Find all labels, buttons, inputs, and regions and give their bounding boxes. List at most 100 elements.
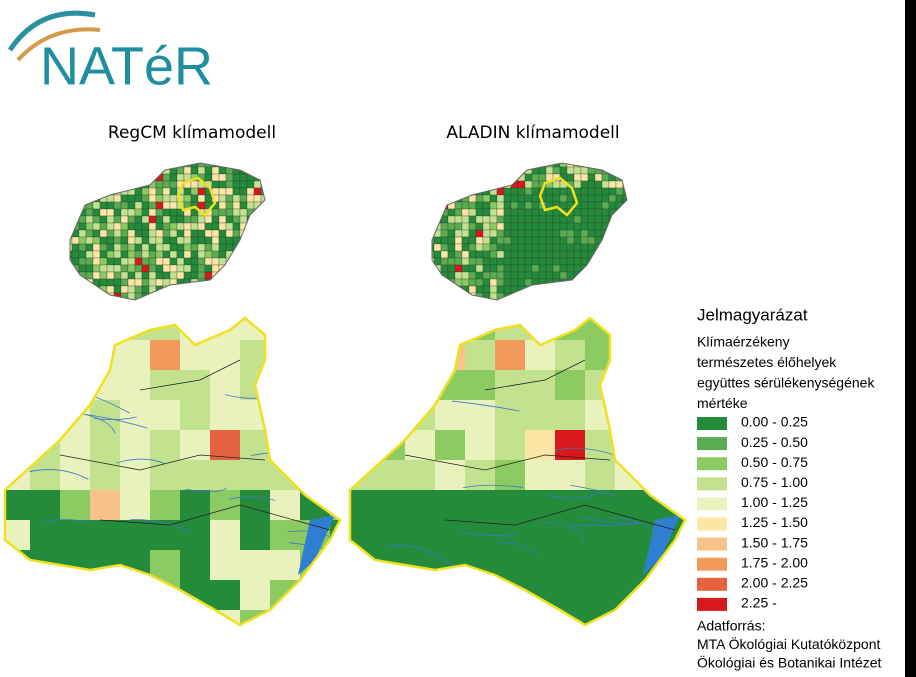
cell <box>113 264 122 273</box>
cell <box>496 187 505 196</box>
cell <box>432 208 435 217</box>
cell <box>270 400 300 430</box>
cell <box>239 264 248 273</box>
cell <box>71 250 80 259</box>
cell <box>268 237 275 244</box>
cell <box>134 208 143 217</box>
cell <box>70 173 73 182</box>
cell <box>461 292 470 300</box>
cell <box>120 208 129 217</box>
cell <box>127 208 136 217</box>
cell <box>608 180 617 189</box>
cell <box>71 208 80 217</box>
cell <box>225 271 234 280</box>
cell <box>461 187 470 196</box>
cell <box>197 285 206 294</box>
cell <box>585 400 615 430</box>
cell <box>204 229 213 238</box>
cell <box>232 264 241 273</box>
cell <box>232 194 241 203</box>
cell <box>180 460 210 490</box>
cell <box>608 222 617 231</box>
cell <box>594 278 603 287</box>
cell <box>141 187 150 196</box>
cell <box>106 201 115 210</box>
cell <box>211 250 220 259</box>
cell <box>204 215 213 224</box>
cell <box>510 163 519 168</box>
cell <box>608 229 617 238</box>
cell <box>176 271 185 280</box>
cell <box>622 215 627 224</box>
cell <box>176 299 185 300</box>
cell <box>113 285 122 294</box>
cell <box>468 278 477 287</box>
cell <box>465 340 495 370</box>
cell <box>232 278 241 287</box>
cell <box>573 285 582 294</box>
cell <box>559 285 568 294</box>
cell <box>204 292 213 300</box>
cell <box>433 278 442 287</box>
cell <box>375 460 405 490</box>
cell <box>218 257 227 266</box>
cell <box>405 340 435 370</box>
cell <box>566 236 575 245</box>
cell <box>524 299 533 300</box>
edge-bar <box>905 0 916 677</box>
cell <box>475 173 484 182</box>
cell <box>90 520 120 550</box>
legend-label: 1.75 - 2.00 <box>741 554 808 570</box>
cell <box>246 229 255 238</box>
cell <box>510 208 519 217</box>
cell <box>30 460 60 490</box>
cell <box>260 264 265 273</box>
cell <box>601 285 610 294</box>
cell <box>524 292 533 300</box>
cell <box>435 460 465 490</box>
cell <box>601 271 610 280</box>
cell <box>204 250 213 259</box>
cell <box>531 285 540 294</box>
cell <box>169 250 178 259</box>
cell <box>447 229 456 238</box>
cell <box>580 229 589 238</box>
cell <box>190 187 199 196</box>
cell <box>70 285 73 294</box>
cell <box>489 163 498 168</box>
cell <box>60 340 90 370</box>
cell <box>270 318 300 340</box>
cell <box>246 236 255 245</box>
cell <box>253 166 262 175</box>
cell <box>70 208 73 217</box>
cell <box>432 285 435 294</box>
cell <box>475 264 484 273</box>
cell <box>601 250 610 259</box>
cell <box>482 271 491 280</box>
cell <box>496 173 505 182</box>
cell <box>134 166 143 175</box>
cell <box>545 236 554 245</box>
cell <box>447 264 456 273</box>
cell <box>270 520 300 550</box>
cell <box>70 163 73 168</box>
river <box>571 523 639 526</box>
cell <box>155 299 164 300</box>
cell <box>218 243 227 252</box>
cell <box>503 173 512 182</box>
cell <box>113 229 122 238</box>
cell <box>555 520 585 550</box>
cell <box>433 292 442 300</box>
cell <box>608 271 617 280</box>
cell <box>435 430 465 460</box>
cell <box>211 278 220 287</box>
cell <box>71 166 80 175</box>
cell <box>260 229 265 238</box>
cell <box>99 278 108 287</box>
cell <box>580 285 589 294</box>
cell <box>440 229 449 238</box>
cell <box>503 278 512 287</box>
cell <box>510 194 519 203</box>
cell <box>482 222 491 231</box>
cell <box>60 520 90 550</box>
